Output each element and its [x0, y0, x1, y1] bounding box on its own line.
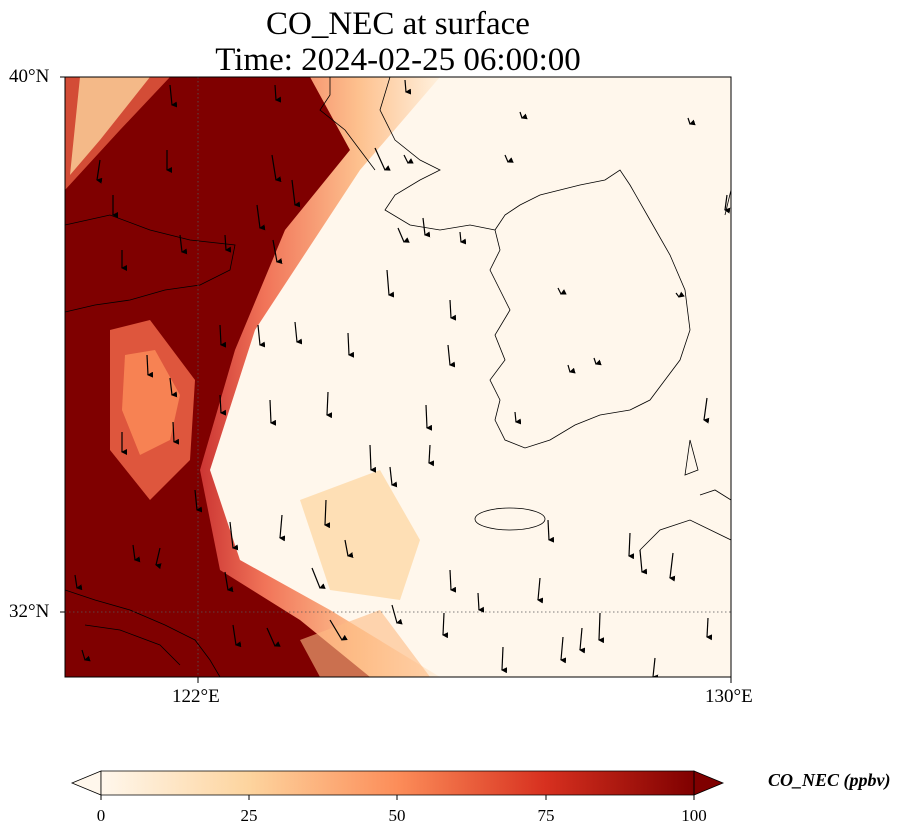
- wind-arrow: [391, 604, 403, 625]
- colorbar-extend-min: [70, 770, 102, 796]
- wind-arrow: [514, 411, 522, 425]
- concentration-field: [65, 77, 731, 677]
- wind-arrow: [628, 532, 635, 560]
- wind-arrow: [557, 287, 567, 295]
- wind-arrow: [224, 234, 232, 253]
- wind-arrow: [347, 332, 355, 358]
- wind-arrow: [374, 147, 391, 171]
- wind-arrow: [224, 571, 234, 593]
- wind-arrow: [256, 204, 266, 231]
- wind-arrow: [598, 612, 605, 644]
- wind-arrow: [132, 544, 141, 563]
- wind-arrow: [519, 111, 528, 120]
- wind-arrow: [326, 391, 333, 419]
- wind-arrow: [547, 519, 555, 543]
- wind-arrow: [669, 552, 676, 582]
- wind-arrow: [279, 514, 286, 542]
- wind-arrow: [404, 79, 412, 95]
- map-time-subtitle: Time: 2024-02-25 06:00:00: [215, 42, 581, 78]
- wind-arrow: [219, 324, 227, 348]
- colorbar-extend-max: [693, 770, 725, 796]
- wind-arrow: [706, 617, 713, 641]
- wind-arrow: [442, 612, 449, 639]
- wind-arrow: [269, 399, 277, 426]
- colorbar-tick-label: 25: [240, 806, 258, 825]
- axis-ticks: [60, 76, 732, 683]
- colorbar: [70, 770, 725, 800]
- wind-arrow: [344, 539, 354, 559]
- wind-arrow: [447, 344, 456, 368]
- wind-arrow: [274, 84, 282, 103]
- wind-arrow: [272, 239, 283, 265]
- wind-arrow: [155, 547, 162, 570]
- wind-arrow: [146, 354, 154, 378]
- wind-arrow: [266, 627, 281, 647]
- wind-arrow: [422, 217, 431, 238]
- map-frame: [64, 76, 732, 678]
- wind-arrow: [428, 444, 435, 467]
- wind-arrow: [477, 592, 485, 613]
- lat-label-40n: 40°N: [9, 66, 50, 87]
- wind-arrow: [501, 646, 508, 674]
- wind-arrow: [96, 159, 103, 184]
- colorbar-tick-label: 0: [96, 806, 106, 825]
- map-title: CO_NEC at surface: [266, 6, 530, 42]
- wind-arrow: [386, 269, 395, 298]
- wind-arrow: [194, 489, 203, 513]
- wind-arrow: [229, 521, 239, 551]
- wind-arrow: [169, 84, 178, 108]
- wind-arrow: [179, 234, 188, 255]
- wind-arrow: [403, 154, 414, 164]
- wind-arrow: [329, 619, 348, 641]
- wind-arrow: [560, 636, 567, 664]
- wind-arrow: [459, 231, 467, 245]
- wind-arrow: [639, 549, 648, 575]
- wind-arrow: [449, 299, 457, 321]
- wind-vectors: [74, 79, 731, 677]
- wind-arrow: [579, 627, 586, 654]
- lon-label-130e: 130°E: [705, 686, 753, 707]
- wind-arrow: [504, 154, 514, 163]
- wind-arrow: [675, 291, 685, 298]
- wind-arrow: [449, 569, 457, 593]
- colorbar-tick-label: 100: [681, 806, 707, 825]
- wind-arrow: [369, 444, 377, 473]
- wind-arrow: [724, 194, 731, 214]
- wind-arrow: [703, 397, 710, 424]
- wind-arrow: [537, 577, 544, 604]
- wind-arrow: [74, 574, 83, 591]
- lon-label-122e: 122°E: [172, 686, 220, 707]
- wind-arrow: [232, 624, 242, 648]
- wind-arrow: [389, 466, 398, 488]
- wind-arrow: [311, 567, 326, 589]
- wind-arrow: [324, 499, 331, 529]
- colorbar-tick-label: 75: [537, 806, 555, 825]
- wind-arrow: [172, 421, 180, 445]
- colorbar-tick-label: 50: [388, 806, 406, 825]
- lat-label-32n: 32°N: [9, 601, 50, 622]
- wind-arrow: [567, 364, 576, 374]
- wind-arrow: [425, 404, 433, 431]
- wind-arrow: [291, 179, 301, 208]
- wind-arrow: [81, 649, 91, 662]
- wind-arrow: [294, 321, 303, 345]
- wind-arrow: [257, 324, 266, 348]
- wind-arrow: [652, 657, 659, 677]
- coastlines: [65, 77, 731, 677]
- wind-arrow: [687, 117, 696, 126]
- colorbar-gradient: [101, 771, 694, 795]
- wind-arrow: [169, 377, 178, 398]
- wind-arrow: [219, 394, 227, 416]
- wind-arrow: [593, 357, 602, 366]
- wind-arrow: [271, 154, 282, 183]
- colorbar-label: CO_NEC (ppbv): [768, 770, 891, 790]
- wind-arrow: [397, 227, 410, 243]
